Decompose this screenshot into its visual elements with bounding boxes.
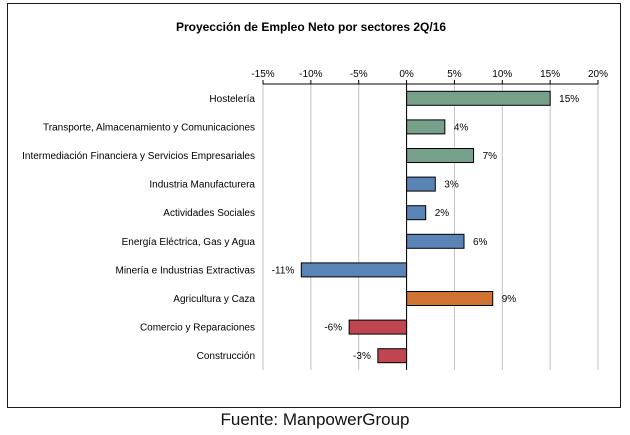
bar <box>377 348 408 364</box>
bar <box>406 291 494 306</box>
bar <box>406 233 465 249</box>
data-label: 4% <box>454 122 469 133</box>
category-label: Agricultura y Caza <box>173 294 255 305</box>
source-caption: Fuente: ManpowerGroup <box>220 410 410 429</box>
bar <box>300 262 408 278</box>
category-label: Actividades Sociales <box>163 208 255 219</box>
x-tick-label: -10% <box>299 69 322 80</box>
data-label: 3% <box>444 180 459 191</box>
bar <box>406 148 475 163</box>
x-tick-label: -5% <box>350 69 368 80</box>
bar <box>406 176 436 192</box>
data-label: 6% <box>473 237 488 248</box>
category-label: Hostelería <box>209 94 255 105</box>
x-tick-label: 20% <box>588 69 608 80</box>
chart-title: Proyección de Empleo Neto por sectores 2… <box>176 20 446 34</box>
chart-frame <box>7 3 621 408</box>
category-label: Industria Manufacturera <box>149 180 255 191</box>
data-label: -6% <box>324 323 342 334</box>
x-tick-label: -15% <box>251 69 274 80</box>
bar <box>406 119 446 135</box>
category-label: Minería e Industrias Extractivas <box>116 265 256 276</box>
x-tick-label: 0% <box>399 69 414 80</box>
category-label: Intermediación Financiera y Servicios Em… <box>22 151 255 162</box>
x-tick-label: 5% <box>447 69 462 80</box>
category-label: Construcción <box>197 351 255 362</box>
data-label: 7% <box>483 151 498 162</box>
data-label: 2% <box>435 208 450 219</box>
category-label: Transporte, Almacenamiento y Comunicacio… <box>43 122 255 133</box>
data-label: -11% <box>272 265 295 276</box>
category-label: Energía Eléctrica, Gas y Agua <box>122 237 256 248</box>
data-label: 15% <box>559 94 579 105</box>
chart: Proyección de Empleo Neto por sectores 2… <box>22 20 608 370</box>
bar <box>406 90 551 106</box>
category-label: Comercio y Reparaciones <box>140 323 255 334</box>
bar <box>348 319 408 335</box>
bar <box>406 205 427 221</box>
data-label: 9% <box>502 294 517 305</box>
x-tick-label: 15% <box>540 69 560 80</box>
data-label: -3% <box>353 351 371 362</box>
x-tick-label: 10% <box>492 69 512 80</box>
plot-area: -15% -10% -5% 0% 5% 10% 15% 20% Hostelería 15% Tra… <box>22 69 608 370</box>
